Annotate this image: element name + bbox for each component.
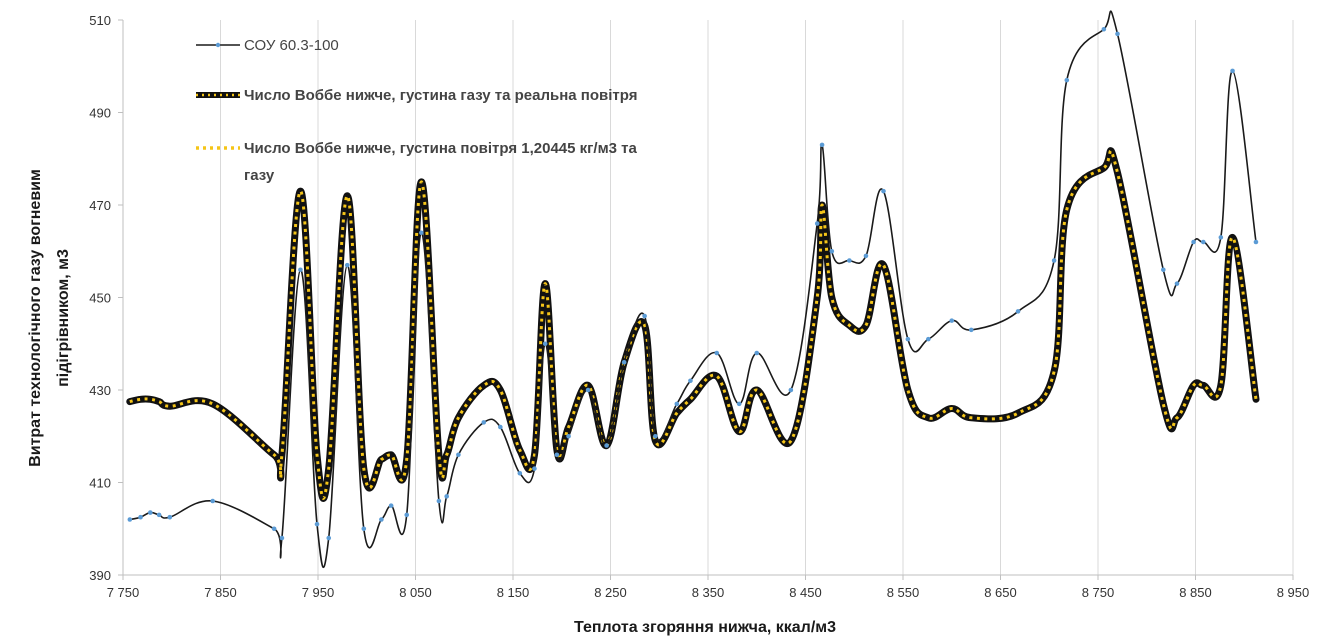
series-point-sou	[881, 188, 886, 194]
series-point-sou	[1191, 239, 1196, 245]
series-point-sou	[1101, 26, 1107, 32]
series-point-sou	[1218, 235, 1224, 240]
series-point-sou	[566, 433, 571, 439]
series-point-sou	[1174, 281, 1180, 286]
series-point-sou	[754, 350, 760, 356]
series-point-sou	[167, 514, 173, 520]
legend: СОУ 60.3-100 Число Воббе нижче, густина …	[196, 37, 638, 184]
series-point-sou	[444, 494, 450, 499]
y-axis-title-line2: підігрівником, м3	[55, 249, 72, 387]
series-line-sou	[129, 10, 1257, 569]
series-point-sou	[361, 526, 367, 532]
legend-label-wobbe-real: Число Воббе нижче, густина газу та реаль…	[244, 87, 638, 104]
series-point-sou	[905, 336, 911, 342]
x-tick-label: 8 150	[497, 585, 530, 600]
series-point-sou	[419, 230, 424, 236]
series-point-sou	[498, 424, 503, 430]
y-tick-label: 470	[89, 198, 111, 213]
x-tick-label: 8 350	[692, 585, 725, 600]
series-point-sou	[1161, 267, 1166, 273]
series-point-sou	[456, 452, 461, 458]
series-point-sou	[642, 313, 647, 319]
series-point-sou	[404, 512, 410, 518]
series-point-sou	[788, 387, 794, 393]
series-point-sou	[653, 433, 658, 439]
series-line-wobbe-fixed	[129, 149, 1258, 500]
x-tick-label: 8 950	[1277, 585, 1310, 600]
series-point-sou	[542, 341, 548, 347]
series-point-sou	[688, 378, 693, 384]
series-point-sou	[621, 359, 627, 365]
y-tick-label: 430	[89, 383, 111, 398]
y-tick-label: 510	[89, 13, 111, 28]
series-point-sou	[1230, 68, 1235, 74]
series-point-sou	[1015, 309, 1021, 314]
series-point-sou	[1201, 239, 1206, 245]
series-point-sou	[1064, 77, 1070, 83]
series-point-sou	[156, 512, 162, 518]
x-tick-label: 7 850	[204, 585, 237, 600]
x-tick-label: 8 550	[887, 585, 920, 600]
series-point-sou	[1253, 239, 1259, 245]
series-point-sou	[210, 498, 215, 504]
legend-label-wobbe-fixed-line1: Число Воббе нижче, густина повітря 1,204…	[244, 140, 638, 157]
series-point-sou	[819, 142, 825, 148]
series-point-sou	[814, 221, 820, 226]
series-point-sou	[298, 267, 303, 273]
legend-label-wobbe-fixed-line2: газу	[244, 167, 275, 184]
series-point-sou	[379, 517, 384, 522]
series-point-sou	[604, 443, 609, 448]
y-tick-label: 450	[89, 291, 111, 306]
y-tick-label: 410	[89, 476, 111, 491]
series-point-sou	[968, 327, 974, 333]
series-point-sou	[863, 253, 869, 259]
series-markers	[127, 26, 1259, 541]
legend-marker-sou	[215, 42, 221, 48]
x-tick-label: 8 450	[789, 585, 822, 600]
x-tick-label: 7 750	[107, 585, 140, 600]
series-point-sou	[279, 535, 285, 541]
series-point-sou	[554, 452, 560, 458]
series-point-sou	[585, 387, 591, 393]
series-point-sou	[517, 470, 523, 476]
series-point-sou	[271, 526, 277, 532]
series-point-sou	[949, 318, 955, 323]
series-point-sou	[127, 517, 133, 522]
series-point-sou	[138, 514, 143, 520]
series-point-sou	[829, 248, 835, 254]
series-point-sou	[436, 498, 442, 504]
series-point-sou	[926, 336, 931, 342]
x-tick-label: 8 250	[594, 585, 627, 600]
series-point-sou	[674, 401, 680, 407]
x-axis-ticks: 7 750 7 850 7 950 8 050 8 150 8 250 8 350 8 450…	[107, 575, 1310, 600]
series-point-sou	[532, 466, 537, 471]
vertical-gridlines	[220, 20, 1294, 575]
series-point-sou	[1051, 258, 1057, 263]
series-point-sou	[148, 510, 153, 515]
x-tick-label: 8 850	[1179, 585, 1212, 600]
series-point-sou	[344, 262, 350, 268]
y-axis-ticks: 390 410 430 450 470 490 510	[89, 13, 123, 583]
series-point-sou	[388, 503, 394, 508]
x-tick-label: 8 050	[399, 585, 432, 600]
series-point-sou	[714, 350, 720, 356]
series-point-sou	[314, 521, 320, 527]
x-axis-title: Теплота згоряння нижча, ккал/м3	[574, 619, 836, 636]
x-tick-label: 8 750	[1082, 585, 1115, 600]
y-tick-label: 490	[89, 106, 111, 121]
series-point-sou	[1115, 31, 1120, 37]
series-point-sou	[847, 258, 852, 263]
x-tick-label: 8 650	[984, 585, 1017, 600]
series-point-sou	[736, 401, 742, 407]
y-tick-label: 390	[89, 568, 111, 583]
series-point-sou	[481, 420, 487, 425]
legend-label-sou: СОУ 60.3-100	[244, 37, 339, 54]
y-axis-title-line1: Витрат технологічного газу вогневим	[27, 169, 44, 467]
series-point-sou	[326, 535, 332, 541]
x-tick-label: 7 950	[302, 585, 335, 600]
